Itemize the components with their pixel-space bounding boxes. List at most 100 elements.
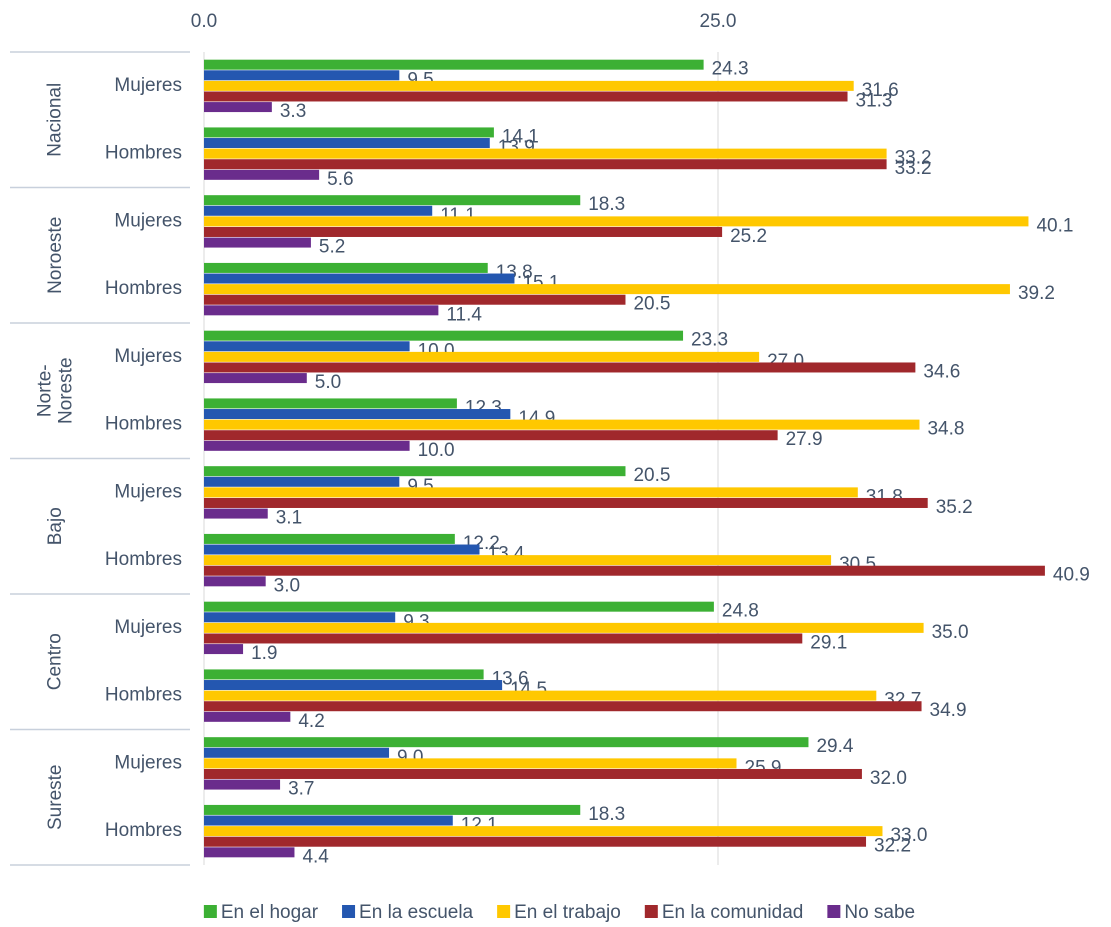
bar bbox=[204, 226, 723, 237]
y-tick-label: Mujeres bbox=[114, 75, 182, 96]
legend-label: En el trabajo bbox=[514, 902, 621, 923]
group-label-box: Noroeste bbox=[44, 216, 66, 294]
value-label: 39.2 bbox=[1018, 283, 1055, 304]
legend-swatch bbox=[203, 905, 217, 918]
value-label: 14.1 bbox=[502, 126, 539, 147]
y-tick-label: Hombres bbox=[105, 549, 182, 570]
bar bbox=[204, 779, 281, 790]
bar bbox=[204, 148, 887, 159]
value-label: 25.2 bbox=[730, 226, 767, 247]
legend-swatch bbox=[497, 905, 511, 918]
value-label: 33.0 bbox=[890, 825, 927, 846]
bar bbox=[204, 205, 433, 216]
value-label: 35.2 bbox=[936, 497, 973, 518]
value-label: 3.1 bbox=[276, 508, 302, 529]
bar bbox=[204, 644, 244, 655]
bar bbox=[204, 305, 439, 316]
value-label: 33.2 bbox=[895, 148, 932, 169]
bar bbox=[204, 216, 1029, 227]
group-label: Norte- Noreste bbox=[34, 357, 76, 425]
bar bbox=[204, 476, 400, 487]
bar bbox=[204, 102, 272, 113]
group-label: Sureste bbox=[44, 764, 66, 830]
bar bbox=[204, 804, 581, 815]
value-label: 29.1 bbox=[810, 632, 847, 653]
value-label: 35.0 bbox=[932, 622, 969, 643]
legend-label: En el hogar bbox=[221, 902, 319, 923]
y-tick-label: Hombres bbox=[105, 278, 182, 299]
value-label: 18.3 bbox=[588, 194, 625, 215]
value-label: 34.6 bbox=[923, 361, 960, 382]
bar bbox=[204, 430, 778, 441]
y-tick-label: Hombres bbox=[105, 685, 182, 706]
bar bbox=[204, 701, 922, 712]
bar bbox=[204, 826, 883, 837]
group-label-box: Nacional bbox=[44, 82, 66, 157]
value-label: 34.8 bbox=[927, 419, 964, 440]
legend-item: No sabe bbox=[827, 902, 915, 923]
bar bbox=[204, 138, 490, 149]
legend-swatch bbox=[827, 905, 841, 918]
value-label: 31.3 bbox=[856, 90, 893, 111]
bar bbox=[204, 262, 488, 273]
bar bbox=[204, 508, 268, 519]
group-label-box: Norte- Noreste bbox=[34, 357, 76, 425]
value-label: 33.2 bbox=[895, 158, 932, 179]
bar bbox=[204, 466, 626, 477]
legend-label: No sabe bbox=[844, 902, 915, 923]
bar bbox=[204, 544, 480, 555]
y-tick-label: Mujeres bbox=[114, 752, 182, 773]
bar bbox=[204, 815, 453, 826]
y-tick-label: Mujeres bbox=[114, 617, 182, 638]
bar bbox=[204, 555, 832, 566]
bar bbox=[204, 747, 390, 758]
bar bbox=[204, 169, 320, 180]
bar bbox=[204, 409, 511, 420]
bar bbox=[204, 91, 848, 102]
value-label: 24.8 bbox=[722, 601, 759, 622]
value-label: 27.9 bbox=[786, 429, 823, 450]
value-label: 10.0 bbox=[418, 440, 455, 461]
bar bbox=[204, 159, 887, 170]
x-tick-label: 0.0 bbox=[191, 11, 217, 32]
group-label-box: Centro bbox=[45, 633, 66, 690]
group-label: Noroeste bbox=[44, 216, 66, 294]
value-label: 3.0 bbox=[274, 575, 300, 596]
bar bbox=[204, 711, 291, 722]
bar bbox=[204, 690, 877, 701]
legend-item: En el hogar bbox=[203, 902, 319, 923]
bar bbox=[204, 669, 484, 680]
value-label: 3.7 bbox=[288, 779, 314, 800]
value-label: 20.5 bbox=[633, 465, 670, 486]
bar bbox=[204, 737, 809, 748]
group-label: Bajo bbox=[44, 507, 66, 546]
value-label: 31.6 bbox=[862, 80, 899, 101]
bar bbox=[204, 195, 581, 206]
legend-item: En el trabajo bbox=[497, 902, 621, 923]
bar bbox=[204, 633, 803, 644]
legend-item: En la escuela bbox=[342, 902, 474, 923]
bar bbox=[204, 237, 311, 248]
bar bbox=[204, 847, 295, 858]
group-label: Nacional bbox=[44, 82, 66, 157]
value-label: 1.9 bbox=[251, 643, 277, 664]
bar bbox=[204, 70, 400, 81]
group-label-box: Sureste bbox=[44, 764, 66, 830]
value-label: 29.4 bbox=[816, 736, 853, 757]
legend-swatch bbox=[342, 905, 356, 918]
group-label-box: Bajo bbox=[44, 507, 66, 546]
value-label: 4.2 bbox=[298, 711, 324, 732]
bar bbox=[204, 680, 503, 691]
bar bbox=[204, 362, 916, 373]
y-tick-label: Mujeres bbox=[114, 210, 182, 231]
y-tick-label: Hombres bbox=[105, 143, 182, 164]
value-label: 24.3 bbox=[712, 59, 749, 80]
value-label: 4.4 bbox=[302, 846, 329, 867]
value-label: 40.1 bbox=[1036, 215, 1073, 236]
bar bbox=[204, 273, 515, 284]
bar bbox=[204, 398, 457, 409]
bar bbox=[204, 59, 704, 70]
bar bbox=[204, 758, 737, 769]
bar bbox=[204, 497, 928, 508]
y-tick-label: Mujeres bbox=[114, 481, 182, 502]
